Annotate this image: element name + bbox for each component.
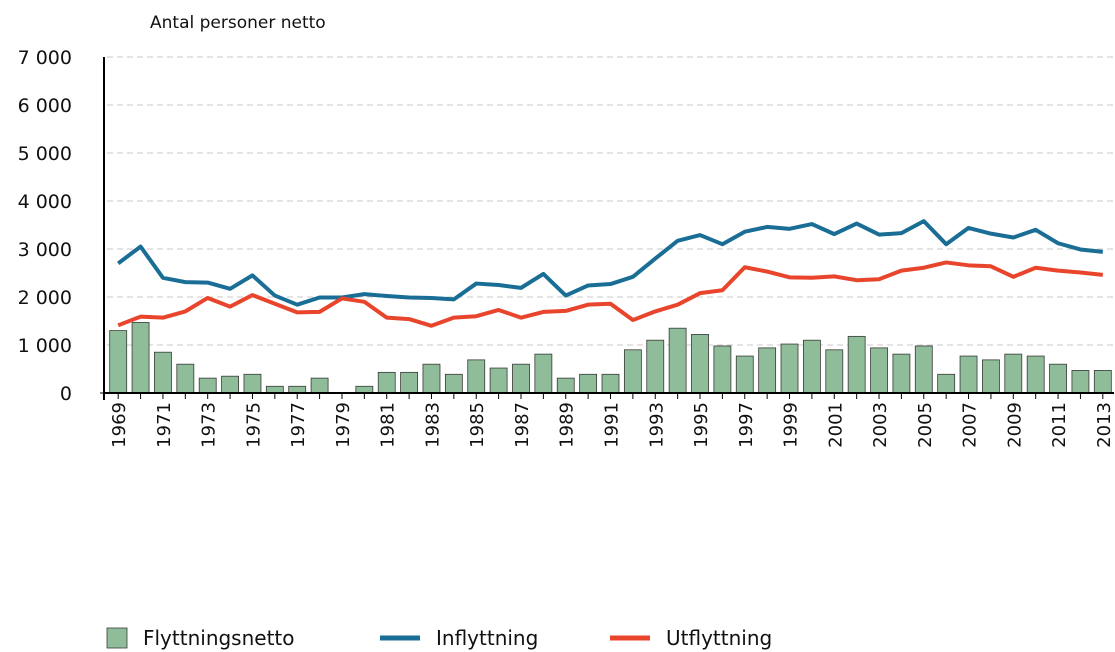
x-tick-label: 1995 xyxy=(691,402,712,448)
bar xyxy=(109,330,128,394)
x-tick-label: 1971 xyxy=(154,402,175,448)
y-tick-label: 2 000 xyxy=(18,287,72,309)
bar xyxy=(713,345,732,394)
bar xyxy=(467,359,486,394)
x-tick-label: 1975 xyxy=(243,402,264,448)
bar xyxy=(914,345,933,394)
bar xyxy=(288,385,307,394)
bar xyxy=(243,373,262,394)
y-tick-label: 6 000 xyxy=(18,95,72,117)
bar xyxy=(982,359,1000,394)
bar xyxy=(534,353,553,394)
x-tick-label: 1977 xyxy=(288,402,309,448)
x-tick-label: 1993 xyxy=(646,402,667,448)
x-tick-label: 2013 xyxy=(1094,402,1115,448)
bar xyxy=(154,351,172,394)
bar xyxy=(623,349,642,394)
bar xyxy=(198,377,217,394)
x-tick-label: 2005 xyxy=(915,402,936,448)
bar xyxy=(735,355,754,394)
y-tick-label: 0 xyxy=(60,383,72,405)
bar xyxy=(780,343,799,394)
x-tick-label: 2007 xyxy=(960,402,981,448)
x-tick-label: 1991 xyxy=(602,402,623,448)
bar xyxy=(1004,353,1023,394)
bar xyxy=(892,353,911,394)
y-tick-label: 3 000 xyxy=(18,239,72,261)
bar xyxy=(579,373,598,394)
x-tick-label: 2001 xyxy=(825,402,846,448)
bar xyxy=(1026,355,1045,394)
legend-label: Flyttningsnetto xyxy=(143,626,295,650)
bar xyxy=(959,355,978,394)
bar xyxy=(377,371,396,394)
x-tick-label: 2003 xyxy=(870,402,891,448)
legend-label: Inflyttning xyxy=(436,626,538,650)
bar xyxy=(937,373,956,394)
legend-label: Utflyttning xyxy=(666,626,772,650)
bar xyxy=(870,347,888,394)
x-tick-label: 1973 xyxy=(199,402,220,448)
bar xyxy=(847,335,866,394)
x-tick-label: 1987 xyxy=(512,402,533,448)
legend-swatch xyxy=(106,627,128,649)
line xyxy=(116,219,1104,307)
axis-title: Antal personer netto xyxy=(150,13,326,33)
bar xyxy=(176,363,195,394)
x-tick-label: 1985 xyxy=(467,402,488,448)
bar xyxy=(265,385,284,394)
bar xyxy=(1071,370,1090,394)
x-tick-label: 1969 xyxy=(109,402,130,448)
x-tick-label: 1979 xyxy=(333,402,354,448)
line xyxy=(117,260,1104,328)
x-tick-label: 2011 xyxy=(1049,402,1070,448)
y-tick-label: 4 000 xyxy=(18,191,72,213)
bar xyxy=(1049,363,1067,394)
bar xyxy=(646,339,665,394)
y-tick-label: 7 000 xyxy=(18,47,72,69)
bar xyxy=(131,322,150,394)
bar xyxy=(556,377,575,394)
y-tick-label: 1 000 xyxy=(18,335,72,357)
bar xyxy=(825,349,844,394)
bar xyxy=(802,339,821,394)
bar xyxy=(310,377,329,394)
bar xyxy=(691,334,709,394)
bar xyxy=(221,375,239,394)
bar xyxy=(355,385,374,394)
bar xyxy=(512,363,530,394)
x-tick-label: 1983 xyxy=(422,402,443,448)
bar xyxy=(1093,370,1112,394)
x-tick-label: 1989 xyxy=(557,402,578,448)
x-tick-label: 1997 xyxy=(736,402,757,448)
x-tick-label: 2009 xyxy=(1004,402,1025,448)
x-tick-label: 1999 xyxy=(781,402,802,448)
bar xyxy=(668,327,687,394)
bar xyxy=(400,371,419,394)
bar xyxy=(422,363,441,394)
bar xyxy=(489,367,508,394)
bar xyxy=(601,373,620,394)
x-tick-label: 1981 xyxy=(378,402,399,448)
y-tick-label: 5 000 xyxy=(18,143,72,165)
bar xyxy=(758,347,777,394)
bar xyxy=(444,373,463,394)
